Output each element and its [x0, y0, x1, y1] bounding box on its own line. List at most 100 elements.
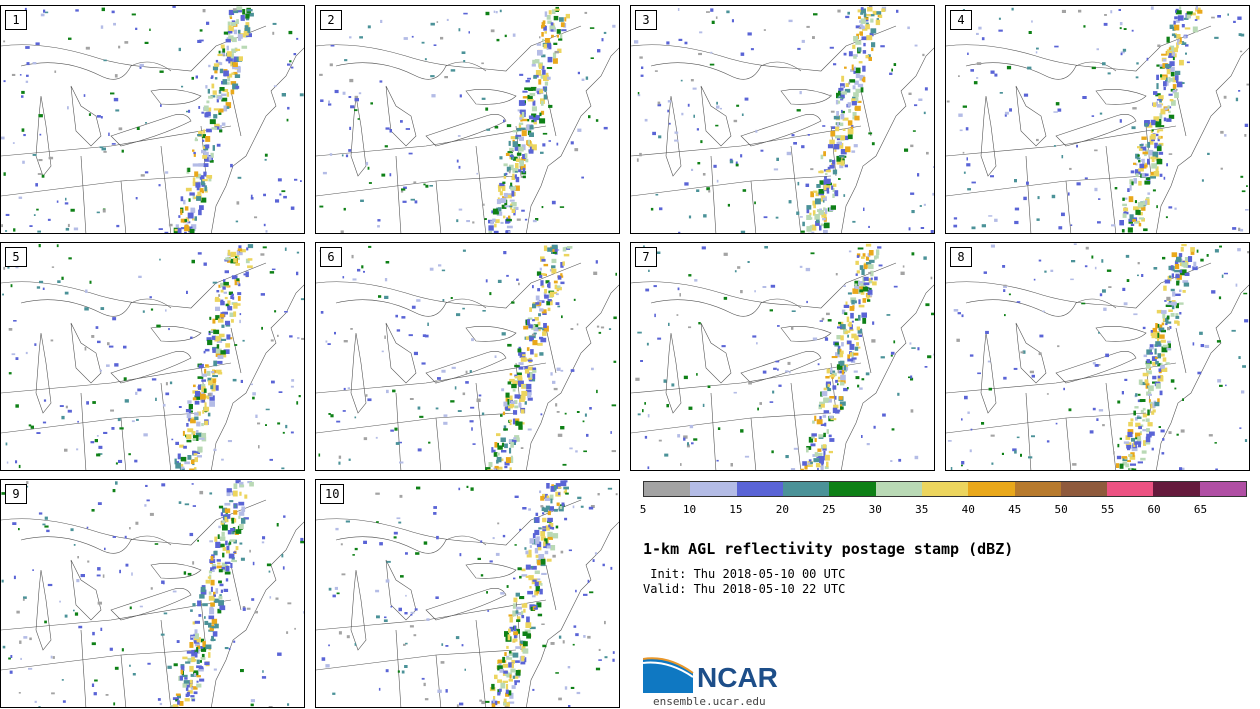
- radar-echo: [195, 391, 201, 397]
- radar-echo: [328, 100, 330, 104]
- radar-echo: [513, 400, 518, 405]
- radar-echo: [35, 183, 38, 187]
- radar-echo: [1046, 393, 1049, 395]
- radar-echo: [25, 80, 29, 83]
- radar-echo: [1235, 283, 1238, 287]
- radar-echo: [176, 640, 180, 643]
- radar-echo: [172, 6, 176, 8]
- radar-echo: [988, 387, 992, 391]
- radar-echo: [210, 556, 214, 561]
- radar-echo: [560, 281, 565, 285]
- radar-echo: [598, 648, 601, 651]
- radar-echo: [518, 169, 522, 173]
- radar-echo: [678, 38, 683, 41]
- radar-echo: [837, 383, 839, 386]
- radar-echo: [557, 486, 562, 489]
- radar-echo: [199, 188, 204, 192]
- radar-echo: [852, 85, 856, 90]
- radar-echo: [433, 506, 437, 509]
- radar-echo: [547, 284, 550, 288]
- radar-echo: [1246, 185, 1248, 187]
- radar-echo: [544, 550, 549, 555]
- radar-echo: [850, 69, 856, 72]
- radar-echo: [525, 622, 532, 628]
- radar-echo: [733, 119, 738, 123]
- radar-echo: [504, 406, 511, 410]
- radar-echo: [454, 386, 457, 390]
- radar-echo: [807, 134, 810, 136]
- radar-echo: [1123, 28, 1127, 30]
- radar-echo: [519, 640, 526, 644]
- radar-echo: [96, 435, 99, 437]
- radar-echo: [831, 185, 834, 190]
- radar-echo: [1123, 302, 1128, 306]
- radar-echo: [829, 438, 835, 442]
- radar-echo: [828, 450, 833, 454]
- radar-echo: [526, 347, 530, 351]
- radar-echo: [440, 36, 444, 40]
- radar-echo: [1098, 364, 1101, 366]
- radar-echo: [286, 118, 289, 122]
- radar-echo: [1186, 61, 1190, 64]
- radar-echo: [521, 568, 526, 572]
- radar-echo: [516, 616, 521, 622]
- radar-echo: [191, 76, 194, 80]
- radar-echo: [775, 360, 780, 363]
- radar-echo: [209, 395, 215, 401]
- radar-echo: [231, 275, 238, 280]
- radar-echo: [1063, 387, 1065, 391]
- radar-echo: [215, 336, 221, 341]
- radar-echo: [254, 610, 258, 614]
- radar-echo: [1082, 96, 1087, 99]
- radar-echo: [327, 343, 331, 345]
- radar-echo: [827, 166, 831, 171]
- radar-echo: [556, 286, 562, 291]
- colorbar-segment: [1014, 482, 1061, 496]
- radar-echo: [1158, 136, 1162, 140]
- radar-echo: [23, 596, 27, 599]
- radar-echo: [1154, 344, 1158, 347]
- radar-echo: [907, 26, 910, 30]
- radar-echo: [966, 469, 969, 470]
- radar-echo: [821, 462, 824, 466]
- radar-echo: [185, 187, 192, 192]
- radar-echo: [300, 180, 302, 182]
- radar-echo: [78, 625, 83, 629]
- map-boundary: [631, 281, 792, 306]
- radar-echo: [208, 622, 212, 628]
- radar-echo: [844, 164, 848, 168]
- radar-echo: [812, 190, 818, 193]
- radar-echo: [239, 319, 241, 324]
- radar-echo: [222, 54, 226, 57]
- radar-echo: [637, 331, 642, 334]
- radar-echo: [910, 409, 914, 413]
- radar-echo: [838, 321, 842, 325]
- radar-echo: [742, 189, 747, 192]
- radar-echo: [861, 36, 867, 41]
- radar-echo: [352, 554, 355, 556]
- radar-echo: [20, 657, 22, 660]
- radar-echo: [185, 409, 192, 413]
- radar-echo: [866, 14, 873, 17]
- radar-echo: [684, 41, 688, 45]
- radar-echo: [260, 293, 265, 296]
- radar-echo: [13, 320, 17, 322]
- radar-echo: [1207, 152, 1210, 155]
- radar-echo: [328, 413, 331, 415]
- radar-echo: [47, 583, 53, 587]
- radar-echo: [281, 190, 286, 193]
- radar-echo: [551, 9, 556, 14]
- radar-echo: [1022, 350, 1026, 354]
- radar-echo: [505, 219, 510, 224]
- radar-echo: [693, 114, 695, 118]
- radar-echo: [8, 372, 12, 375]
- radar-echo: [532, 373, 536, 380]
- radar-echo: [341, 154, 344, 157]
- radar-echo: [576, 691, 581, 695]
- map-boundary: [980, 332, 997, 414]
- radar-echo: [1142, 151, 1148, 155]
- radar-echo: [518, 352, 521, 356]
- radar-echo: [544, 294, 549, 299]
- radar-echo: [1, 579, 4, 583]
- radar-echo: [67, 223, 70, 227]
